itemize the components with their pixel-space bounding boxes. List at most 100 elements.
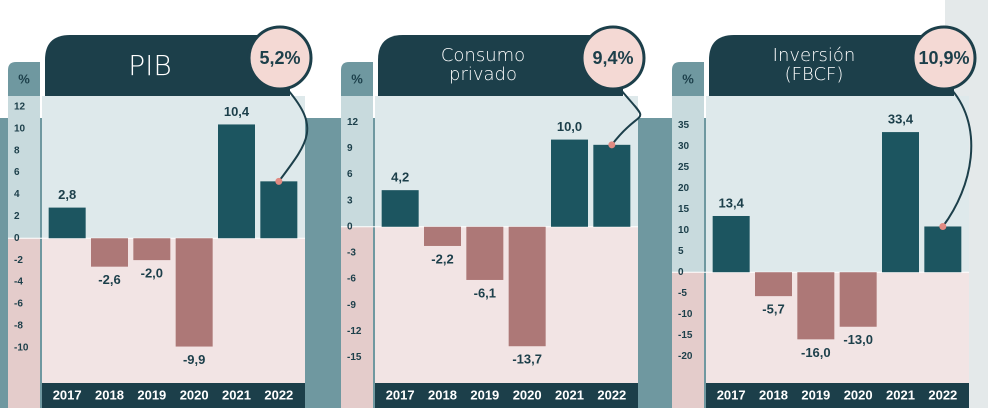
bar — [48, 207, 86, 239]
x-tick-label: 2018 — [759, 387, 788, 402]
value-label: -13,7 — [512, 352, 542, 367]
chart-title: Consumo privado — [440, 45, 526, 85]
x-tick-label: 2019 — [470, 387, 499, 402]
y-tick-label: 6 — [14, 167, 20, 178]
y-tick-label: -15 — [347, 352, 362, 363]
bar — [924, 226, 962, 273]
y-tick-label: -8 — [14, 320, 23, 331]
axis-strip-neg — [672, 272, 704, 408]
value-label: -5,7 — [762, 302, 784, 317]
bar — [882, 132, 919, 273]
unit-label: % — [682, 71, 694, 86]
y-tick-label: 0 — [14, 233, 20, 244]
y-tick-label: 12 — [14, 102, 26, 113]
panel: % Consumo privado 12 9 6 3 0 -3 -6 -9 -12 -15 2017 4,… — [341, 25, 646, 408]
value-label: 10,0 — [557, 119, 582, 134]
bar — [551, 139, 588, 227]
y-tick-label: 10 — [678, 225, 690, 236]
y-tick-label: -2 — [14, 255, 23, 266]
highlight-marker — [275, 177, 283, 185]
title-box: Consumo privado — [440, 45, 526, 85]
y-tick-label: 20 — [678, 183, 690, 194]
title-box: PIB — [128, 51, 171, 80]
title-box: Inversión (FBCF) — [772, 45, 856, 85]
x-tick-label: 2022 — [597, 387, 626, 402]
axis-strip-pos — [341, 96, 373, 227]
connector — [278, 89, 309, 182]
unit-header — [672, 62, 704, 96]
value-label: 33,4 — [888, 112, 914, 127]
axis-strip-pos — [672, 96, 704, 273]
negative-area — [375, 226, 638, 383]
y-tick-label: -10 — [14, 342, 29, 353]
bar — [260, 181, 298, 239]
value-label: -13,0 — [843, 332, 873, 347]
y-tick-label: 25 — [678, 162, 690, 173]
x-tick-label: 2022 — [264, 387, 293, 402]
highlight-marker — [608, 141, 616, 149]
y-tick-label: -12 — [347, 326, 362, 337]
year-row — [375, 383, 638, 408]
badge-label: 5,2% — [259, 48, 300, 68]
panel: % Inversión (FBCF) 35 30 25 20 15 10 5 0 -5 -10 -15 -… — [672, 25, 977, 408]
bar — [797, 272, 835, 340]
x-tick-label: 2020 — [844, 387, 873, 402]
bar — [218, 124, 255, 239]
badge — [580, 25, 646, 91]
value-label: 4,2 — [391, 170, 409, 185]
unit-label: % — [18, 71, 30, 86]
negative-area — [42, 238, 305, 383]
y-tick-label: 30 — [678, 141, 690, 152]
y-tick-label: -9 — [347, 300, 356, 311]
value-label: -2,2 — [431, 251, 453, 266]
y-tick-label: 2 — [14, 211, 20, 222]
y-tick-label: -5 — [678, 288, 687, 299]
y-tick-label: 3 — [347, 195, 353, 206]
bar — [508, 226, 546, 347]
y-tick-label: 0 — [678, 267, 684, 278]
value-label: -2,6 — [98, 272, 120, 287]
y-tick-label: -6 — [14, 299, 23, 310]
badge — [911, 25, 977, 91]
axis-strip-neg — [341, 226, 373, 408]
badge-label: 10,9% — [918, 48, 969, 68]
x-tick-label: 2021 — [555, 387, 584, 402]
title-header — [378, 35, 623, 96]
value-label: -9,9 — [183, 352, 205, 367]
year-row — [42, 383, 305, 408]
x-tick-label: 2020 — [180, 387, 209, 402]
x-tick-label: 2018 — [428, 387, 457, 402]
axis-strip-neg — [8, 238, 40, 408]
badge-label: 9,4% — [592, 48, 633, 68]
title-header — [709, 35, 954, 96]
y-tick-label: 8 — [14, 145, 20, 156]
y-tick-label: -10 — [678, 309, 693, 320]
unit-header — [8, 62, 40, 96]
bar — [593, 144, 631, 227]
bar — [755, 272, 792, 297]
value-label: 10,4 — [224, 104, 250, 119]
title-header — [45, 35, 290, 96]
value-label: -6,1 — [474, 285, 496, 300]
y-tick-label: 4 — [14, 189, 20, 200]
y-tick-label: 9 — [347, 143, 353, 154]
x-tick-label: 2020 — [513, 387, 542, 402]
unit-label: % — [351, 71, 363, 86]
x-tick-label: 2017 — [717, 387, 746, 402]
x-tick-label: 2018 — [95, 387, 124, 402]
year-row — [706, 383, 969, 408]
value-label: -16,0 — [801, 345, 831, 360]
y-tick-label: 12 — [347, 117, 359, 128]
unit-header — [341, 62, 373, 96]
value-label: -2,0 — [141, 266, 163, 281]
y-tick-label: 0 — [347, 221, 353, 232]
bar — [91, 238, 128, 267]
y-tick-label: -20 — [678, 351, 693, 362]
y-tick-label: -3 — [347, 248, 356, 259]
value-label: 13,4 — [719, 195, 745, 210]
y-tick-label: -15 — [678, 330, 693, 341]
chart-title: Inversión (FBCF) — [772, 45, 856, 85]
x-tick-label: 2017 — [386, 387, 415, 402]
x-tick-label: 2019 — [137, 387, 166, 402]
